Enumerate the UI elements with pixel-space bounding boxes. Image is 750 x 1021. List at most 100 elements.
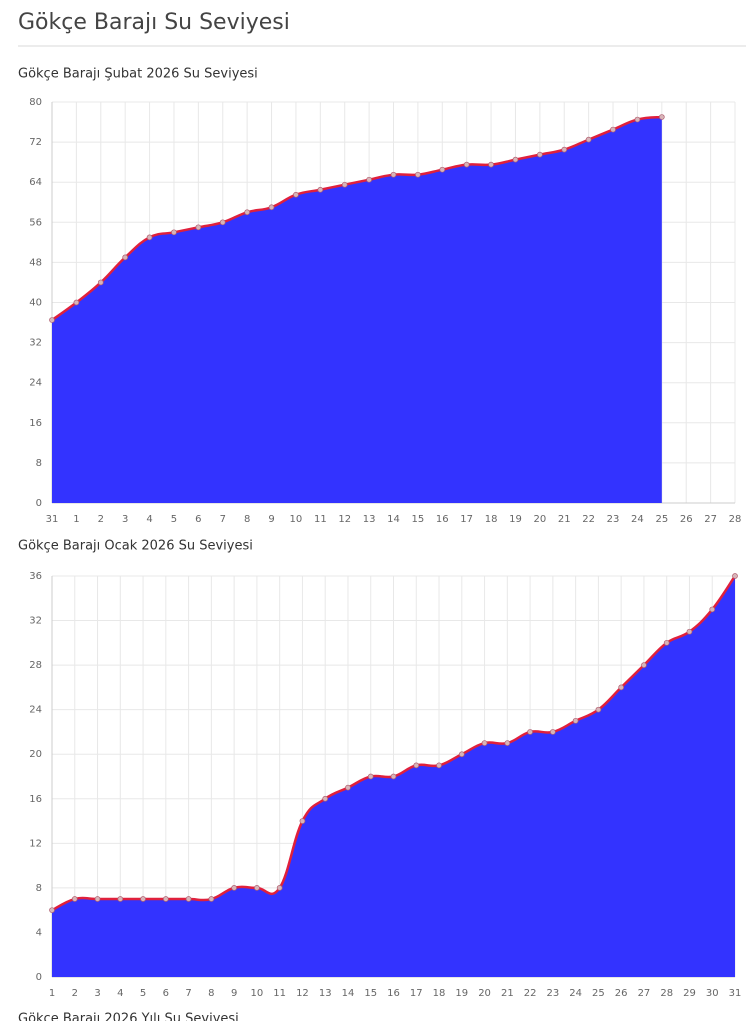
x-tick-label: 24 — [569, 988, 582, 999]
x-tick-label: 21 — [558, 514, 571, 525]
x-tick-label: 11 — [273, 988, 286, 999]
point — [268, 204, 275, 211]
x-tick-label: 22 — [582, 514, 595, 525]
x-tick-label: 8 — [244, 514, 250, 525]
point — [244, 209, 250, 216]
point — [610, 126, 616, 133]
x-tick-label: 15 — [412, 514, 425, 525]
x-tick-label: 5 — [171, 514, 177, 525]
point — [512, 156, 519, 163]
point — [276, 885, 283, 891]
point — [585, 136, 592, 143]
x-tick-label: 29 — [683, 988, 696, 999]
y-tick-label: 40 — [29, 298, 42, 309]
point — [49, 907, 55, 914]
x-tick-label: 20 — [478, 988, 491, 999]
y-tick-label: 64 — [29, 177, 42, 188]
point — [208, 896, 215, 902]
point — [366, 176, 372, 183]
point — [195, 224, 202, 231]
x-tick-label: 11 — [314, 514, 327, 525]
y-tick-label: 80 — [29, 97, 42, 108]
x-tick-label: 24 — [631, 514, 644, 525]
point — [299, 818, 306, 824]
point — [341, 181, 348, 188]
x-tick-label: 3 — [122, 514, 128, 525]
x-tick-label: 2 — [72, 988, 78, 999]
point — [162, 896, 169, 902]
y-tick-label: 24 — [29, 378, 42, 389]
point — [390, 171, 397, 178]
y-tick-label: 28 — [29, 660, 42, 671]
x-tick-label: 9 — [268, 514, 274, 525]
x-tick-label: 1 — [49, 988, 55, 999]
x-tick-label: 2 — [98, 514, 104, 525]
x-tick-label: 3 — [94, 988, 100, 999]
y-tick-label: 72 — [29, 137, 42, 148]
point — [537, 151, 543, 158]
x-tick-label: 21 — [501, 988, 514, 999]
point — [219, 219, 226, 226]
page-title: Gökçe Barajı Su Seviyesi — [18, 10, 290, 35]
x-tick-label: 19 — [509, 514, 522, 525]
x-tick-label: 23 — [607, 514, 620, 525]
x-tick-label: 12 — [338, 514, 351, 525]
x-tick-label: 6 — [195, 514, 201, 525]
y-tick-label: 24 — [29, 705, 42, 716]
y-tick-label: 0 — [36, 498, 42, 509]
x-tick-label: 1 — [73, 514, 79, 525]
x-tick-label: 9 — [231, 988, 237, 999]
point — [71, 896, 78, 902]
x-tick-label: 8 — [208, 988, 214, 999]
x-tick-label: 23 — [546, 988, 559, 999]
point — [322, 795, 329, 802]
point — [561, 146, 568, 153]
x-tick-label: 17 — [460, 514, 473, 525]
point — [185, 896, 192, 902]
x-tick-label: 13 — [319, 988, 332, 999]
point — [527, 729, 533, 735]
x-tick-label: 14 — [387, 514, 400, 525]
y-tick-label: 32 — [29, 616, 42, 627]
point — [663, 639, 670, 646]
point — [49, 317, 55, 323]
y-tick-label: 36 — [29, 571, 42, 582]
chart-title: Gökçe Barajı Şubat 2026 Su Seviyesi — [18, 67, 258, 82]
point — [413, 762, 420, 769]
x-tick-label: 19 — [455, 988, 468, 999]
x-tick-label: 27 — [638, 988, 651, 999]
point — [171, 229, 177, 236]
x-tick-label: 17 — [410, 988, 423, 999]
point — [595, 706, 602, 713]
x-tick-label: 15 — [364, 988, 377, 999]
point — [504, 740, 511, 746]
x-tick-label: 31 — [46, 514, 59, 525]
x-tick-label: 14 — [342, 988, 355, 999]
point — [439, 166, 446, 173]
point — [732, 573, 738, 579]
y-tick-label: 56 — [29, 217, 42, 228]
point — [345, 784, 351, 791]
y-tick-label: 16 — [29, 418, 42, 429]
y-tick-label: 8 — [36, 458, 42, 469]
point — [117, 896, 124, 902]
point — [94, 896, 101, 902]
point — [436, 762, 442, 769]
x-tick-label: 26 — [615, 988, 628, 999]
x-tick-label: 18 — [485, 514, 498, 525]
x-tick-label: 31 — [729, 988, 742, 999]
x-tick-label: 5 — [140, 988, 146, 999]
point — [293, 191, 299, 198]
y-tick-label: 12 — [29, 838, 42, 849]
point — [367, 773, 374, 780]
x-tick-label: 7 — [220, 514, 226, 525]
point — [481, 740, 488, 746]
x-tick-label: 12 — [296, 988, 309, 999]
point — [231, 885, 237, 891]
x-tick-label: 7 — [185, 988, 191, 999]
x-tick-label: 25 — [592, 988, 605, 999]
x-tick-label: 28 — [660, 988, 673, 999]
point — [618, 684, 625, 691]
x-tick-label: 10 — [251, 988, 264, 999]
